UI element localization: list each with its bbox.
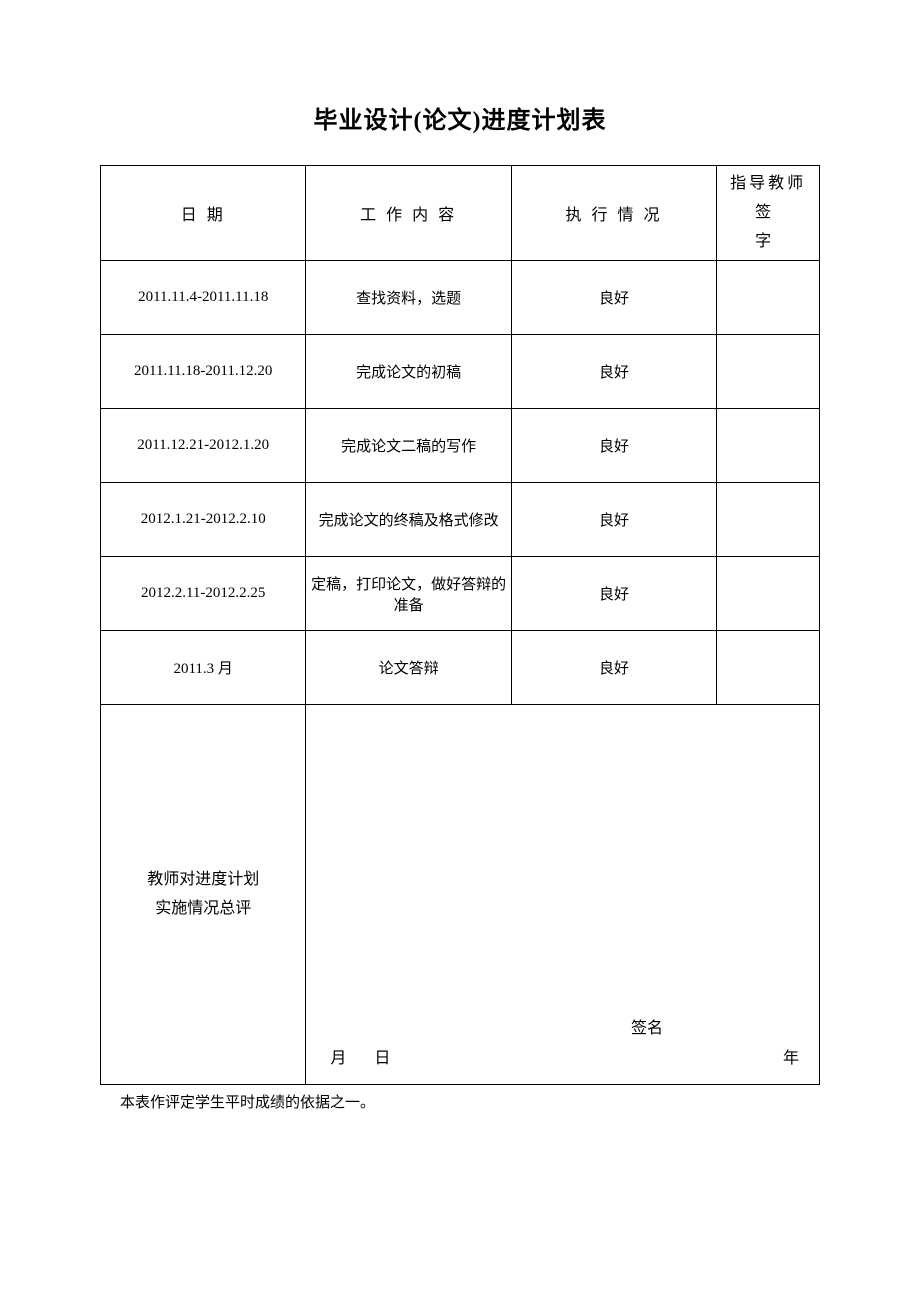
cell-date: 2011.11.4-2011.11.18 bbox=[101, 261, 306, 335]
cell-date: 2012.1.21-2012.2.10 bbox=[101, 483, 306, 557]
header-content: 工 作 内 容 bbox=[306, 166, 511, 261]
summary-content-cell: 签名 月 日 年 bbox=[306, 705, 820, 1085]
page-title: 毕业设计(论文)进度计划表 bbox=[100, 100, 820, 135]
cell-date: 2012.2.11-2012.2.25 bbox=[101, 557, 306, 631]
cell-date: 2011.3 月 bbox=[101, 631, 306, 705]
sign-label: 签名 bbox=[631, 1020, 663, 1037]
cell-status: 良好 bbox=[511, 631, 716, 705]
cell-content: 定稿，打印论文，做好答辩的准备 bbox=[306, 557, 511, 631]
table-row: 2012.1.21-2012.2.10 完成论文的终稿及格式修改 良好 bbox=[101, 483, 820, 557]
cell-sign bbox=[717, 631, 820, 705]
header-date: 日 期 bbox=[101, 166, 306, 261]
summary-label-cell: 教师对进度计划 实施情况总评 bbox=[101, 705, 306, 1085]
header-status: 执 行 情 况 bbox=[511, 166, 716, 261]
table-row: 2011.11.18-2011.12.20 完成论文的初稿 良好 bbox=[101, 335, 820, 409]
table-row: 2012.2.11-2012.2.25 定稿，打印论文，做好答辩的准备 良好 bbox=[101, 557, 820, 631]
cell-date: 2011.12.21-2012.1.20 bbox=[101, 409, 306, 483]
cell-sign bbox=[717, 335, 820, 409]
cell-date: 2011.11.18-2011.12.20 bbox=[101, 335, 306, 409]
footnote: 本表作评定学生平时成绩的依据之一。 bbox=[100, 1091, 820, 1112]
table-row: 2011.11.4-2011.11.18 查找资料，选题 良好 bbox=[101, 261, 820, 335]
cell-status: 良好 bbox=[511, 261, 716, 335]
cell-status: 良好 bbox=[511, 409, 716, 483]
summary-label-line1: 教师对进度计划 bbox=[147, 871, 259, 888]
cell-status: 良好 bbox=[511, 483, 716, 557]
cell-status: 良好 bbox=[511, 557, 716, 631]
table-row: 2011.12.21-2012.1.20 完成论文二稿的写作 良好 bbox=[101, 409, 820, 483]
cell-status: 良好 bbox=[511, 335, 716, 409]
summary-label-line2: 实施情况总评 bbox=[155, 900, 251, 917]
schedule-table: 日 期 工 作 内 容 执 行 情 况 指导教师 签 字 2011.11.4-2… bbox=[100, 165, 820, 1085]
cell-content: 查找资料，选题 bbox=[306, 261, 511, 335]
cell-sign bbox=[717, 409, 820, 483]
cell-content: 论文答辩 bbox=[306, 631, 511, 705]
year-label: 年 bbox=[783, 1044, 803, 1068]
table-row: 2011.3 月 论文答辩 良好 bbox=[101, 631, 820, 705]
header-sign: 指导教师 签 字 bbox=[717, 166, 820, 261]
cell-sign bbox=[717, 557, 820, 631]
summary-row: 教师对进度计划 实施情况总评 签名 月 日 年 bbox=[101, 705, 820, 1085]
table-header-row: 日 期 工 作 内 容 执 行 情 况 指导教师 签 字 bbox=[101, 166, 820, 261]
cell-sign bbox=[717, 483, 820, 557]
cell-sign bbox=[717, 261, 820, 335]
signature-block: 签名 月 日 年 bbox=[310, 1006, 815, 1080]
cell-content: 完成论文的初稿 bbox=[306, 335, 511, 409]
cell-content: 完成论文二稿的写作 bbox=[306, 409, 511, 483]
cell-content: 完成论文的终稿及格式修改 bbox=[306, 483, 511, 557]
header-sign-line2: 签 字 bbox=[721, 199, 815, 257]
header-sign-line1: 指导教师 bbox=[730, 175, 806, 192]
month-day-label: 月 日 bbox=[322, 1044, 402, 1068]
